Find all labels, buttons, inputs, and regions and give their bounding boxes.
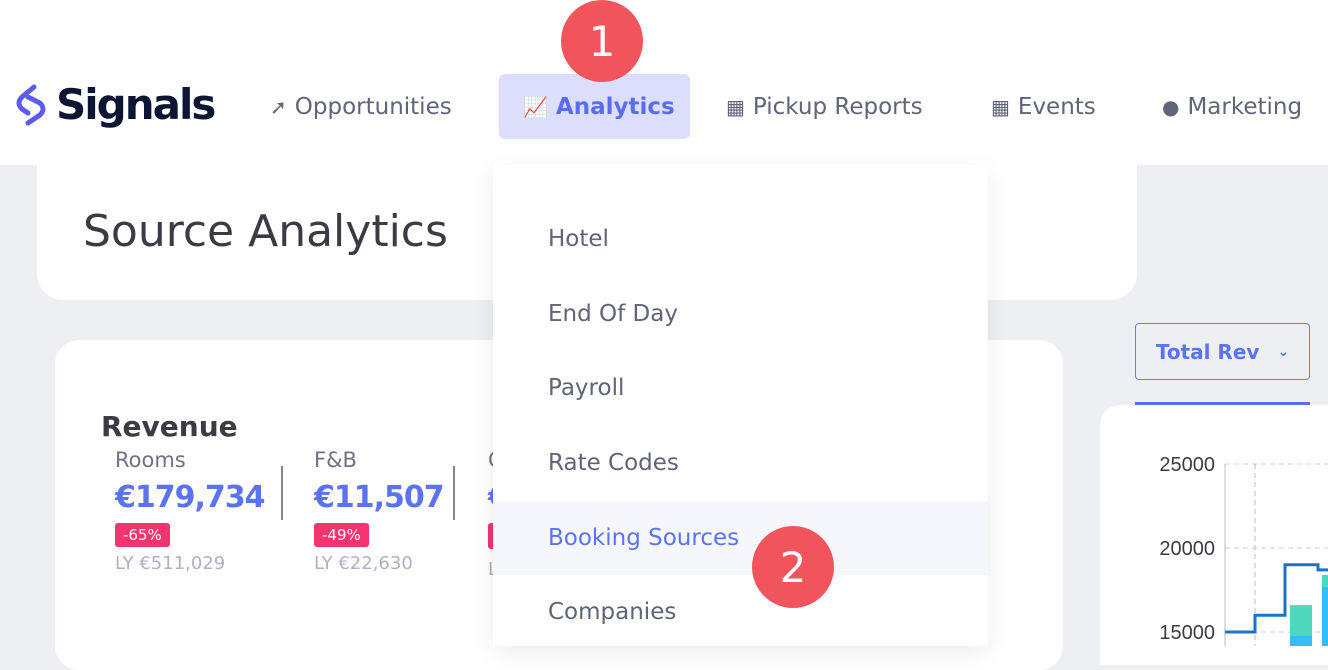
metric-label: Rooms — [115, 448, 186, 472]
nav-opportunities[interactable]: ➚ Opportunities — [246, 74, 476, 139]
menu-item-rate-codes[interactable]: Rate Codes — [548, 450, 679, 476]
nav-label: Opportunities — [294, 93, 452, 120]
top-navigation: Signals ➚ Opportunities 📈 Analytics ▦ Picku… — [0, 0, 1328, 165]
revenue-title: Revenue — [101, 410, 238, 443]
metric-value: €179,734 — [115, 480, 266, 515]
step-marker-2: 2 — [752, 526, 834, 608]
menu-item-companies[interactable]: Companies — [548, 599, 677, 625]
nav-label: Pickup Reports — [752, 93, 923, 120]
nav-label: Events — [1017, 93, 1096, 120]
chart-icon: 📈 — [523, 94, 548, 119]
metric-value: €11,507 — [314, 480, 445, 515]
chart-card — [1100, 405, 1328, 665]
signals-logo-icon — [16, 84, 46, 125]
divider — [281, 466, 283, 520]
menu-item-payroll[interactable]: Payroll — [548, 375, 625, 401]
nav-label: Analytics — [555, 93, 675, 120]
rocket-icon: ➚ — [270, 94, 287, 119]
brand-name: Signals — [56, 80, 216, 129]
nav-marketing[interactable]: ● Marketing — [1138, 74, 1326, 139]
change-badge: -49% — [314, 523, 369, 547]
active-tab-indicator — [1135, 402, 1310, 407]
brand-logo[interactable]: Signals — [12, 80, 216, 129]
menu-item-hotel[interactable]: Hotel — [548, 226, 609, 252]
divider — [453, 466, 455, 520]
user-icon: ● — [1162, 94, 1180, 119]
page-title: Source Analytics — [83, 206, 448, 257]
calendar-icon: ▦ — [991, 94, 1010, 119]
menu-item-booking-sources[interactable]: Booking Sources — [493, 501, 988, 575]
change-badge: -65% — [115, 523, 170, 547]
menu-item-end-of-day[interactable]: End Of Day — [548, 301, 678, 327]
metric-fnb: F&B €11,507 -49% LY €22,630 — [314, 448, 445, 574]
last-year-value: LY €22,630 — [314, 553, 413, 574]
nav-pickup-reports[interactable]: ▦ Pickup Reports — [702, 74, 947, 139]
step-marker-1: 1 — [561, 0, 643, 82]
chevron-down-icon: ⌄ — [1277, 343, 1290, 360]
analytics-dropdown-menu: Hotel End Of Day Payroll Rate Codes Book… — [493, 165, 988, 646]
metric-select[interactable]: Total Rev ⌄ — [1135, 323, 1310, 380]
metric-rooms: Rooms €179,734 -65% LY €511,029 — [115, 448, 266, 574]
last-year-value: LY €511,029 — [115, 553, 226, 574]
nav-events[interactable]: ▦ Events — [967, 74, 1120, 139]
nav-analytics[interactable]: 📈 Analytics — [499, 74, 690, 139]
nav-label: Marketing — [1187, 93, 1303, 120]
metric-select-value: Total Rev — [1155, 339, 1260, 364]
grid-icon: ▦ — [726, 94, 745, 119]
metric-label: F&B — [314, 448, 357, 472]
